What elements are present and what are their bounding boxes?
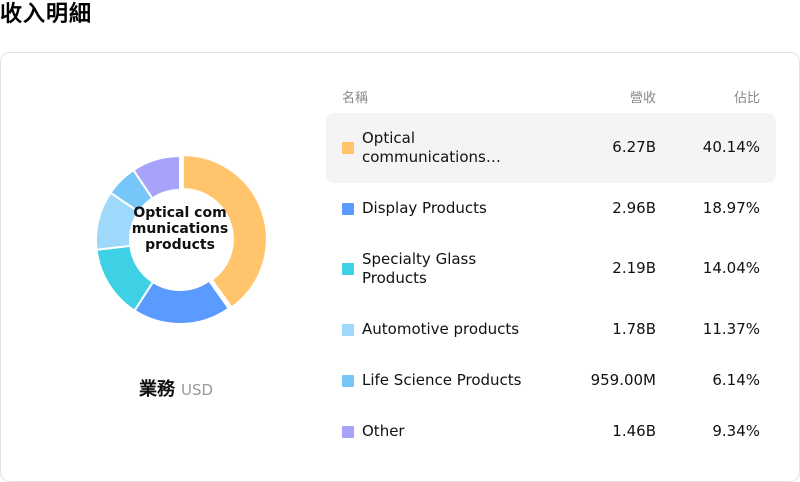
row-name: Other — [362, 422, 405, 440]
header-share: 佔比 — [733, 91, 760, 106]
donut-slice[interactable] — [181, 154, 267, 309]
row-name: Specialty Glass Products — [362, 250, 477, 287]
donut-svg — [95, 154, 267, 325]
revenue-card: Optical communications products 業務 USD 名稱… — [0, 52, 800, 482]
table-row[interactable]: Life Science Products 959.00M 6.14% — [326, 355, 776, 406]
row-name: Automotive products — [362, 320, 520, 338]
row-share: 6.14% — [712, 370, 760, 389]
row-share: 18.97% — [702, 198, 760, 217]
header-revenue: 營收 — [629, 91, 656, 106]
legend-swatch — [342, 263, 354, 275]
row-share: 40.14% — [702, 138, 760, 156]
breakdown-table: 名稱 營收 佔比 Optical communications… 6.27B 40.… — [326, 83, 776, 457]
row-name: Display Products — [362, 199, 487, 217]
table-row[interactable]: Automotive products 1.78B 11.37% — [326, 304, 776, 355]
table-row[interactable]: Display Products 2.96B 18.97% — [326, 183, 776, 234]
row-name: Life Science Products — [362, 371, 522, 389]
table-row[interactable]: Optical communications… 6.27B 40.14% — [326, 113, 776, 183]
row-share: 9.34% — [712, 421, 760, 440]
legend-swatch — [342, 374, 354, 387]
row-revenue: 1.46B — [612, 421, 656, 440]
legend-swatch — [342, 425, 354, 438]
row-revenue: 1.78B — [612, 319, 656, 338]
table-body: Optical communications… 6.27B 40.14% Displa… — [326, 113, 776, 457]
row-revenue: 2.96B — [612, 198, 656, 217]
table-row[interactable]: Other 1.46B 9.34% — [326, 406, 776, 457]
header-name: 名稱 — [342, 91, 369, 106]
row-revenue: 2.19B — [612, 259, 656, 277]
legend-swatch — [342, 323, 354, 336]
table-header: 名稱 營收 佔比 — [326, 83, 776, 113]
donut-center-label: Optical communications products — [131, 205, 229, 253]
row-revenue: 6.27B — [612, 138, 656, 156]
legend-swatch — [342, 202, 354, 215]
row-share: 11.37% — [702, 319, 760, 338]
row-revenue: 959.00M — [590, 370, 656, 389]
legend-swatch — [342, 142, 354, 154]
donut-slice[interactable] — [132, 154, 181, 200]
chart-caption: 業務 USD — [1, 375, 351, 401]
caption-label: 業務 — [138, 379, 175, 400]
page-title: 收入明細 — [0, 2, 93, 27]
donut-chart[interactable]: Optical communications products — [93, 153, 267, 327]
table-row[interactable]: Specialty Glass Products 2.19B 14.04% — [326, 234, 776, 304]
row-share: 14.04% — [702, 259, 760, 277]
caption-unit: USD — [180, 381, 214, 399]
row-name: Optical communications… — [362, 129, 501, 166]
